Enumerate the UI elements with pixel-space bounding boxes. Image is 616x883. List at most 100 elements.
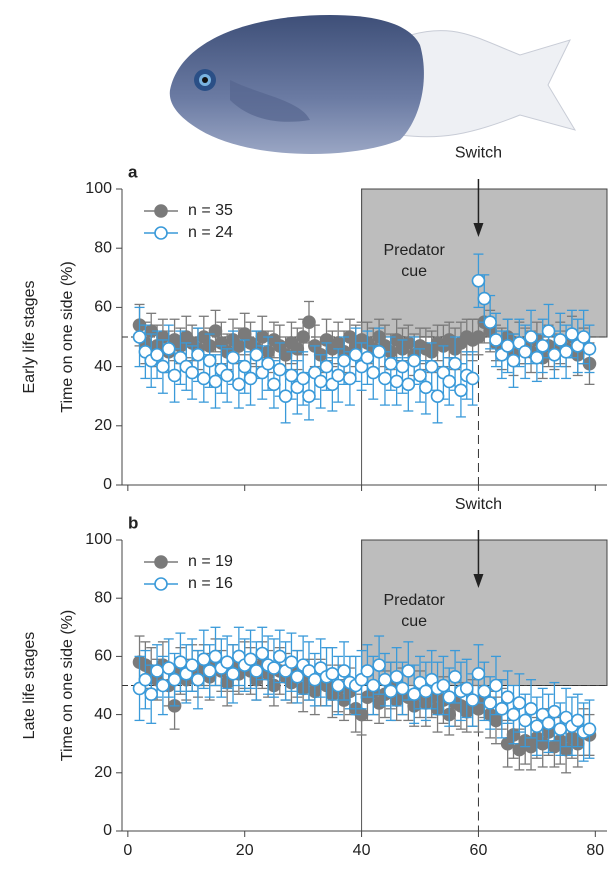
data-point bbox=[337, 664, 351, 678]
data-point bbox=[436, 678, 451, 693]
legend-marker bbox=[154, 204, 168, 218]
data-point bbox=[401, 336, 416, 350]
data-point bbox=[185, 365, 199, 380]
legend-marker bbox=[154, 226, 168, 240]
annotation: Predator cue bbox=[383, 242, 445, 280]
data-point bbox=[553, 722, 568, 736]
data-point bbox=[582, 342, 597, 356]
data-point bbox=[541, 716, 556, 731]
predator-cue-region bbox=[361, 539, 608, 686]
annotation-line: Switch bbox=[455, 496, 502, 513]
stage-label: Early life stages bbox=[21, 281, 38, 394]
data-point bbox=[313, 374, 328, 389]
data-point bbox=[419, 684, 433, 699]
data-point bbox=[430, 389, 445, 404]
data-point bbox=[465, 371, 480, 386]
data-point bbox=[202, 664, 217, 678]
data-point bbox=[220, 655, 234, 670]
data-point bbox=[535, 339, 550, 353]
data-point bbox=[366, 678, 381, 693]
data-point bbox=[530, 719, 544, 734]
data-point bbox=[413, 368, 427, 383]
panel-label: a bbox=[128, 162, 138, 181]
data-point bbox=[448, 669, 462, 684]
data-point bbox=[331, 678, 346, 693]
data-point bbox=[173, 655, 188, 670]
data-point bbox=[489, 713, 503, 728]
data-point bbox=[167, 368, 182, 383]
y-axis-label: Time on one side (%) bbox=[59, 261, 76, 412]
data-point bbox=[401, 664, 416, 678]
data-point bbox=[348, 347, 363, 362]
data-point bbox=[267, 377, 281, 392]
data-point bbox=[255, 646, 270, 661]
data-point bbox=[524, 701, 538, 716]
data-point bbox=[226, 667, 240, 681]
data-point bbox=[261, 356, 275, 371]
data-point bbox=[512, 696, 527, 710]
data-point bbox=[448, 356, 462, 371]
data-point bbox=[156, 359, 170, 374]
data-point bbox=[389, 669, 404, 684]
data-point bbox=[576, 330, 591, 344]
data-point bbox=[243, 652, 258, 667]
data-point bbox=[278, 347, 293, 362]
data-point bbox=[302, 389, 316, 404]
data-point bbox=[167, 672, 182, 687]
data-point bbox=[366, 365, 381, 380]
data-point bbox=[220, 368, 234, 383]
fish-illustration bbox=[169, 15, 577, 154]
annotation-line: Predator bbox=[383, 242, 445, 259]
y-tick-label: 20 bbox=[94, 417, 112, 434]
data-point bbox=[553, 333, 568, 347]
data-point bbox=[197, 652, 211, 667]
y-tick-label: 0 bbox=[103, 822, 112, 839]
data-point bbox=[232, 377, 246, 392]
data-point bbox=[407, 687, 421, 702]
data-point bbox=[524, 330, 538, 344]
y-tick-label: 40 bbox=[94, 358, 112, 375]
data-point bbox=[150, 347, 164, 362]
data-point bbox=[401, 377, 416, 392]
annotation: Switch bbox=[455, 145, 502, 162]
data-point bbox=[272, 649, 287, 664]
legend-label: n = 19 bbox=[188, 553, 233, 570]
data-point bbox=[465, 693, 480, 707]
data-point bbox=[582, 722, 597, 736]
data-point bbox=[530, 350, 544, 365]
data-point bbox=[547, 347, 562, 362]
y-tick-label: 100 bbox=[85, 180, 112, 197]
panel-label: b bbox=[128, 513, 138, 532]
data-point bbox=[419, 380, 433, 395]
x-tick-label: 20 bbox=[236, 842, 254, 859]
data-point bbox=[500, 690, 515, 704]
data-point bbox=[161, 342, 176, 356]
data-point bbox=[302, 315, 316, 330]
data-point bbox=[226, 350, 240, 365]
data-point bbox=[138, 672, 153, 687]
data-point bbox=[378, 672, 392, 687]
y-tick-label: 40 bbox=[94, 706, 112, 723]
data-point bbox=[565, 327, 579, 341]
data-point bbox=[308, 672, 322, 687]
data-point bbox=[360, 664, 375, 678]
data-point bbox=[477, 684, 492, 699]
data-point bbox=[383, 356, 398, 371]
data-point bbox=[483, 696, 497, 710]
data-point bbox=[243, 371, 258, 386]
data-point bbox=[471, 330, 486, 344]
data-point bbox=[208, 324, 223, 338]
data-point bbox=[267, 661, 281, 675]
data-point bbox=[237, 359, 252, 374]
data-point bbox=[541, 324, 556, 338]
data-point bbox=[249, 664, 264, 678]
data-point bbox=[331, 368, 346, 383]
data-point bbox=[518, 344, 532, 359]
data-point bbox=[459, 681, 474, 696]
data-point bbox=[389, 374, 404, 389]
data-point bbox=[570, 713, 585, 728]
annotation-line: cue bbox=[401, 613, 427, 630]
data-point bbox=[471, 273, 486, 288]
data-point bbox=[191, 672, 205, 687]
data-point bbox=[150, 664, 164, 678]
